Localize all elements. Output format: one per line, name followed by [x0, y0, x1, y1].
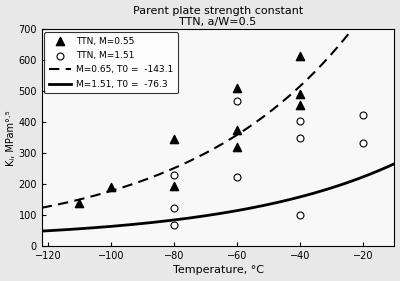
TTN, M=0.55 [171, 184, 177, 188]
TTN, M=1.51 [297, 119, 303, 123]
TTN, M=0.55 [108, 185, 114, 190]
TTN, M=0.55 [234, 86, 240, 90]
TTN, M=0.55 [234, 128, 240, 132]
TTN, M=1.51 [171, 223, 177, 228]
TTN, M=1.51 [171, 173, 177, 177]
TTN, M=1.51 [360, 140, 366, 145]
M=1.51, T0 =  -76.3 [294, 196, 299, 200]
Line: M=0.65, T0 =  -143.1: M=0.65, T0 = -143.1 [42, 0, 394, 208]
TTN, M=0.55 [76, 201, 83, 205]
TTN, M=1.51 [297, 213, 303, 218]
M=0.65, T0 =  -143.1 [39, 206, 44, 209]
M=1.51, T0 =  -76.3 [392, 162, 397, 166]
M=0.65, T0 =  -143.1 [154, 174, 159, 177]
M=0.65, T0 =  -143.1 [296, 86, 300, 90]
M=1.51, T0 =  -76.3 [154, 220, 159, 224]
M=0.65, T0 =  -143.1 [294, 88, 299, 91]
M=1.51, T0 =  -76.3 [179, 217, 184, 221]
TTN, M=0.55 [171, 137, 177, 142]
M=0.65, T0 =  -143.1 [179, 163, 184, 167]
M=0.65, T0 =  -143.1 [82, 197, 86, 200]
TTN, M=1.51 [234, 98, 240, 103]
TTN, M=0.55 [234, 145, 240, 149]
M=1.51, T0 =  -76.3 [296, 196, 300, 199]
TTN, M=1.51 [171, 205, 177, 210]
M=0.65, T0 =  -143.1 [261, 115, 266, 118]
TTN, M=0.55 [297, 53, 303, 58]
X-axis label: Temperature, °C: Temperature, °C [172, 266, 264, 275]
Legend: TTN, M=0.55, TTN, M=1.51, M=0.65, T0 =  -143.1, M=1.51, T0 =  -76.3: TTN, M=0.55, TTN, M=1.51, M=0.65, T0 = -… [44, 32, 178, 93]
M=1.51, T0 =  -76.3 [82, 227, 86, 230]
TTN, M=1.51 [297, 136, 303, 140]
TTN, M=0.55 [297, 92, 303, 97]
TTN, M=1.51 [234, 175, 240, 179]
TTN, M=0.55 [297, 103, 303, 108]
M=1.51, T0 =  -76.3 [261, 204, 266, 207]
TTN, M=1.51 [360, 112, 366, 117]
Y-axis label: Kⱼ, MPam°·⁵: Kⱼ, MPam°·⁵ [6, 110, 16, 166]
Title: Parent plate strength constant
TTN, a/W=0.5: Parent plate strength constant TTN, a/W=… [133, 6, 303, 27]
Line: M=1.51, T0 =  -76.3: M=1.51, T0 = -76.3 [42, 164, 394, 231]
M=1.51, T0 =  -76.3 [39, 229, 44, 233]
